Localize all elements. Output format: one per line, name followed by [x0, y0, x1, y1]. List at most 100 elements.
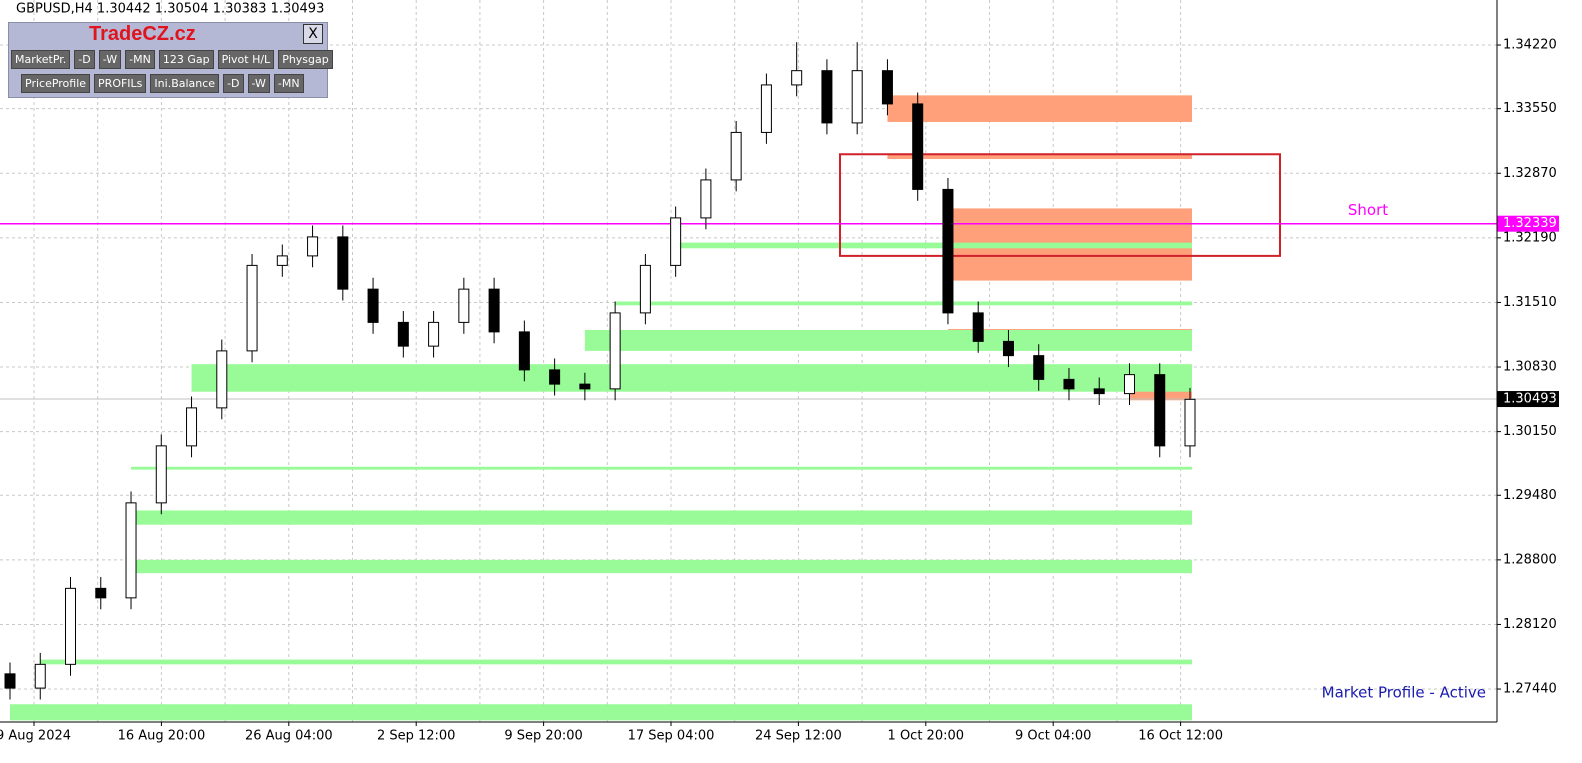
y-tick-label: 1.30150 — [1503, 424, 1557, 439]
zone — [131, 559, 1192, 574]
price-label: 1.30493 — [1503, 392, 1557, 407]
price-tag — [1497, 391, 1559, 408]
zone — [887, 154, 1192, 160]
y-tick-label: 1.28800 — [1503, 552, 1557, 567]
brand: TradeCZ.cz — [89, 23, 196, 45]
zone — [615, 301, 1192, 306]
candle-body — [155, 445, 167, 504]
candle-body — [307, 236, 319, 257]
candle-body — [881, 70, 893, 105]
candle-body — [700, 179, 712, 219]
zone — [131, 510, 1192, 525]
candle-body — [1093, 388, 1105, 395]
x-tick-label: 16 Oct 12:00 — [1138, 729, 1223, 744]
x-tick-label: 9 Aug 2024 — [0, 729, 71, 744]
toolbar-panel: TradeCZ.cz X MarketPr. -D -W -MN 123 Gap Pivo… — [8, 22, 333, 98]
panel-button[interactable]: -D — [74, 50, 95, 69]
candle-body — [428, 321, 440, 347]
candle-body — [972, 312, 984, 342]
candle-body — [609, 312, 621, 390]
candle-body — [397, 321, 409, 347]
panel-button[interactable]: Physgap — [278, 50, 333, 69]
x-tick-label: 9 Oct 04:00 — [1015, 729, 1091, 744]
candle-body — [488, 288, 500, 333]
candle-body — [1154, 374, 1166, 447]
candle-body — [125, 502, 137, 599]
panel-button[interactable]: MarketPr. — [11, 50, 71, 69]
panel-button[interactable]: Pivot H/L — [217, 50, 275, 69]
y-tick-label: 1.30830 — [1503, 360, 1557, 375]
x-tick-label: 24 Sep 12:00 — [755, 729, 842, 744]
level-tag — [1497, 215, 1559, 232]
candle-body — [186, 407, 198, 447]
candle-body — [337, 236, 349, 290]
candle-body — [518, 331, 530, 371]
annotation: Market Profile - Active — [1322, 684, 1486, 702]
candle-body — [4, 673, 16, 689]
candle-body — [458, 288, 470, 323]
level-label: 1.32339 — [1503, 216, 1557, 231]
candle-body — [216, 350, 228, 409]
panel-button[interactable]: -MN — [125, 50, 155, 69]
zone — [40, 659, 1193, 665]
button-row: PriceProfile PROFILs Ini.Balance -D -W -MN — [21, 74, 304, 93]
y-tick-label: 1.32870 — [1503, 166, 1557, 181]
panel-button[interactable]: Ini.Balance — [150, 74, 220, 93]
y-tick-label: 1.29480 — [1503, 488, 1557, 503]
candle-body — [1123, 374, 1135, 395]
x-tick-label: 9 Sep 20:00 — [504, 729, 583, 744]
zone — [131, 466, 1192, 470]
candle-body — [276, 255, 288, 266]
candle-body — [1033, 355, 1045, 380]
y-tick-label: 1.32190 — [1503, 230, 1557, 245]
candle-body — [851, 70, 863, 124]
close-button[interactable]: X — [303, 24, 323, 44]
y-tick-label: 1.31510 — [1503, 295, 1557, 310]
candle-body — [821, 70, 833, 124]
x-tick-label: 16 Aug 20:00 — [118, 729, 206, 744]
candle-body — [791, 70, 803, 86]
candle-body — [549, 369, 561, 385]
zone — [584, 329, 1192, 351]
candle-body — [65, 587, 77, 665]
candle-body — [1184, 398, 1196, 447]
panel-button[interactable]: -D — [223, 74, 244, 93]
y-tick-label: 1.27440 — [1503, 682, 1557, 697]
zone — [887, 95, 1192, 122]
candle-body — [1063, 378, 1075, 390]
zone — [191, 364, 1193, 392]
candle-body — [730, 131, 742, 181]
candle-body — [1002, 340, 1014, 357]
candle-body — [34, 663, 46, 689]
y-tick-label: 1.34220 — [1503, 38, 1557, 53]
panel-button[interactable]: -W — [247, 74, 270, 93]
panel-button[interactable]: -MN — [273, 74, 304, 93]
button-row: MarketPr. -D -W -MN 123 Gap Pivot H/L Physgap — [11, 50, 333, 69]
y-tick-label: 1.28120 — [1503, 617, 1557, 632]
candle-body — [246, 264, 258, 352]
y-tick-label: 1.33550 — [1503, 101, 1557, 116]
panel-button[interactable]: PROFILs — [94, 74, 147, 93]
signal-box — [839, 153, 1281, 257]
chart-title: GBPUSD,H4 1.30442 1.30504 1.30383 1.3049… — [16, 2, 324, 17]
x-tick-label: 26 Aug 04:00 — [245, 729, 333, 744]
panel-button[interactable]: -W — [98, 50, 122, 69]
panel-button[interactable]: 123 Gap — [158, 50, 214, 69]
candle-body — [639, 264, 651, 314]
panel-button[interactable]: PriceProfile — [21, 74, 91, 93]
zone — [10, 704, 1192, 721]
candle-body — [367, 288, 379, 323]
candle-body — [670, 217, 682, 266]
level-caption: Short — [1348, 201, 1388, 219]
x-tick-label: 1 Oct 20:00 — [888, 729, 964, 744]
candle-body — [760, 84, 772, 133]
candle-body — [95, 587, 107, 599]
x-tick-label: 17 Sep 04:00 — [628, 729, 715, 744]
candle-body — [912, 103, 924, 190]
candle-body — [942, 188, 954, 314]
zone — [675, 242, 1192, 249]
x-tick-label: 2 Sep 12:00 — [377, 729, 456, 744]
candle-body — [579, 383, 591, 390]
